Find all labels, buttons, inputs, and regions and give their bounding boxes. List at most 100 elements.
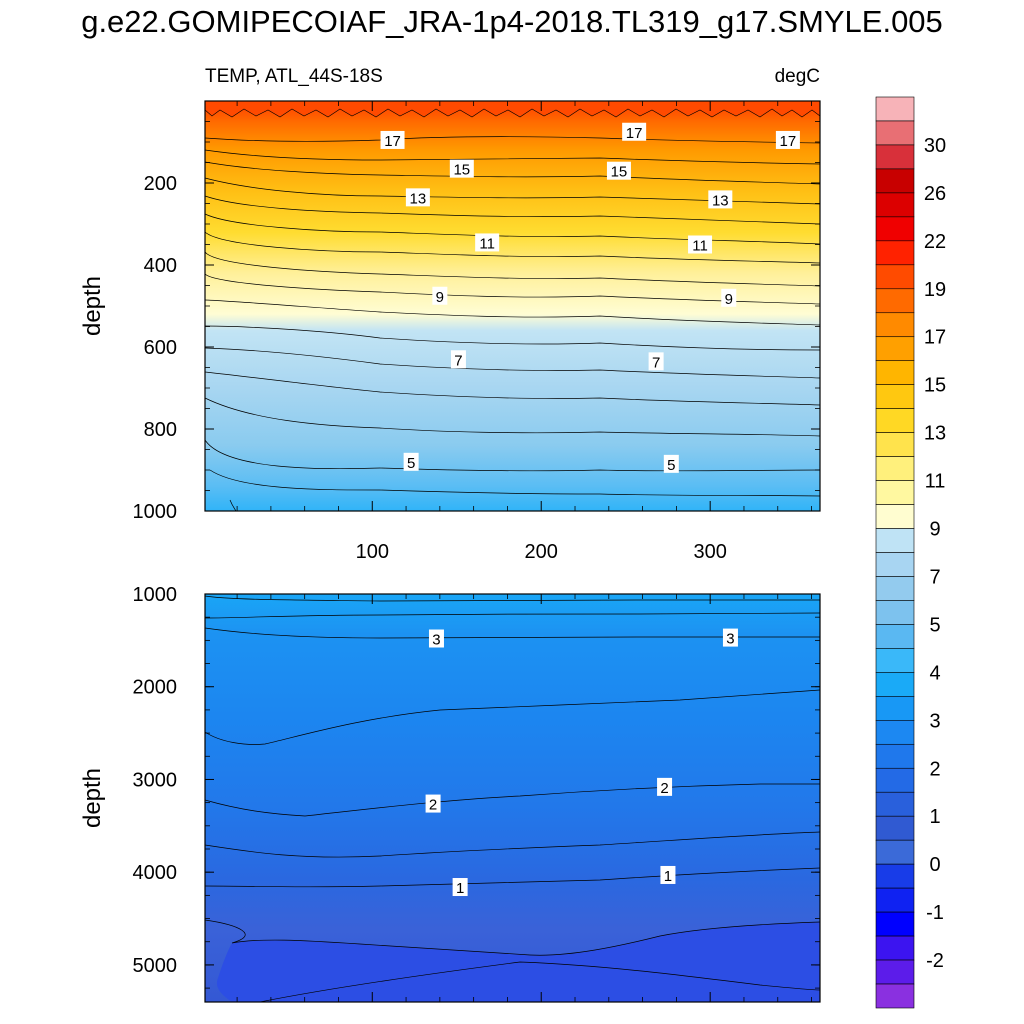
- colorbar-swatch: [875, 336, 915, 362]
- y-tick-label: 5000: [133, 955, 178, 977]
- upper-ticks: 200 400 600 800 1000 100 200 300: [133, 101, 820, 563]
- isotherm-8: [204, 325, 821, 351]
- colorbar-label: -1: [926, 902, 944, 924]
- contour-label: 17: [622, 122, 647, 142]
- colorbar-swatch: [875, 863, 915, 889]
- isotherm-11: [204, 231, 821, 264]
- colorbar-swatch: [875, 384, 915, 409]
- colorbar-swatch: [875, 552, 915, 577]
- contour-label-text: 15: [611, 164, 628, 181]
- contour-label: 5: [663, 454, 679, 474]
- y-tick-label: 600: [144, 337, 177, 359]
- contour-label-box: [775, 130, 800, 149]
- colorbar-label: 13: [924, 423, 946, 445]
- upper-plot-area: [205, 101, 820, 511]
- colorbar-swatch: [875, 887, 915, 913]
- colorbar-label: 30: [924, 135, 946, 157]
- colorbar-swatch: [875, 480, 915, 505]
- colorbar-label: 17: [924, 327, 946, 349]
- contour-label-text: 9: [725, 291, 733, 308]
- contour-label-box: [380, 130, 405, 149]
- contour-label-text: 3: [432, 632, 440, 649]
- contour-label-box: [432, 286, 448, 305]
- colorbar-swatch: [875, 96, 915, 122]
- isotherm-3.2: [204, 612, 821, 619]
- isotherm-7: [204, 347, 821, 379]
- contour-label-box: [721, 288, 737, 307]
- contour-label: 13: [708, 190, 733, 209]
- isotherm-10: [204, 251, 821, 287]
- contour-label-text: 3: [726, 631, 734, 648]
- colorbar-swatch: [875, 168, 915, 194]
- contour-label-box: [425, 794, 441, 813]
- contour-label-text: 9: [436, 289, 444, 306]
- isotherm-2: [204, 783, 820, 817]
- upper-title-right: degC: [775, 66, 820, 87]
- contour-label-box: [428, 629, 444, 648]
- y-tick-label: 1000: [133, 584, 178, 606]
- y-tick-label: 400: [144, 255, 177, 277]
- colorbar-swatch: [875, 624, 915, 649]
- isotherm-6.5: [204, 371, 821, 406]
- upper-ylabel: depth: [79, 276, 106, 336]
- colorbar-swatch: [875, 504, 915, 529]
- colorbar-swatch: [875, 767, 915, 793]
- isotherm-13: [204, 195, 821, 225]
- contour-label-text: 17: [626, 125, 643, 142]
- x-tick-label: 100: [356, 541, 389, 563]
- isotherm-4: [229, 499, 237, 512]
- upper-contour-labels: 17 17 17 15 15 13 13 11 11 9 9 7 7 5 5: [380, 122, 800, 474]
- contour-label-text: 17: [384, 133, 401, 150]
- y-tick-label: 1000: [133, 501, 178, 523]
- colorbar-swatch: [875, 264, 915, 290]
- isotherm-17: [204, 136, 821, 144]
- contour-label-box: [660, 865, 676, 884]
- contour-label-text: 5: [407, 455, 415, 472]
- contour-label: 11: [688, 235, 713, 255]
- colorbar-swatch: [875, 959, 915, 985]
- contour-label-text: 2: [660, 780, 668, 797]
- colorbar-swatch: [875, 288, 915, 314]
- colorbar-swatch: [875, 192, 915, 218]
- contour-label-box: [452, 878, 468, 897]
- lower-contour-labels: 3 3 2 2 1 1: [425, 628, 738, 897]
- colorbar-label: 22: [924, 231, 946, 253]
- colorbar-swatch: [875, 983, 915, 1009]
- isotherm-0.8: [204, 919, 821, 956]
- contour-label-box: [405, 188, 430, 207]
- upper-surface-band: [204, 100, 821, 118]
- lower-ticks: 1000 2000 3000 4000 5000: [133, 584, 820, 1002]
- colorbar-label: 26: [924, 183, 946, 205]
- contour-label-text: 2: [429, 797, 437, 814]
- contour-label: 13: [405, 188, 430, 207]
- colorbar-swatch: [875, 720, 915, 745]
- isotherm-2.5: [204, 689, 821, 745]
- y-tick-label: 2000: [133, 677, 178, 699]
- contour-label-text: 13: [712, 192, 729, 209]
- y-tick-label: 200: [144, 173, 177, 195]
- page-title: g.e22.GOMIPECOIAF_JRA-1p4-2018.TL319_g17…: [81, 4, 943, 39]
- colorbar-label: 1: [929, 806, 940, 828]
- colorbar-swatch: [875, 360, 915, 385]
- colorbar-swatch: [875, 432, 915, 457]
- contour-label-box: [688, 235, 713, 254]
- contour-label-text: 7: [652, 354, 660, 371]
- contour-label: 17: [775, 130, 800, 150]
- colorbar-swatch: [875, 144, 915, 170]
- isotherm-5: [204, 439, 821, 472]
- colorbar-swatch: [875, 696, 915, 721]
- colorbar-swatch: [875, 935, 915, 961]
- isotherm-0.5: [259, 961, 821, 1003]
- contour-label: 15: [606, 161, 631, 181]
- contour-label: 5: [403, 452, 419, 472]
- colorbar-swatch: [875, 743, 915, 769]
- colorbar-label: 3: [929, 710, 940, 732]
- colorbar-label: 7: [929, 566, 940, 588]
- contour-label: 3: [722, 628, 738, 648]
- contour-label-box: [449, 159, 474, 178]
- contour-label: 11: [475, 233, 500, 252]
- isotherm-4.5: [209, 469, 821, 497]
- contour-label: 3: [428, 629, 444, 649]
- lower-panel: 1000 2000 3000 4000 5000 3 3 2 2 1 1 depth: [79, 584, 821, 1003]
- colorbar-swatch: [875, 408, 915, 433]
